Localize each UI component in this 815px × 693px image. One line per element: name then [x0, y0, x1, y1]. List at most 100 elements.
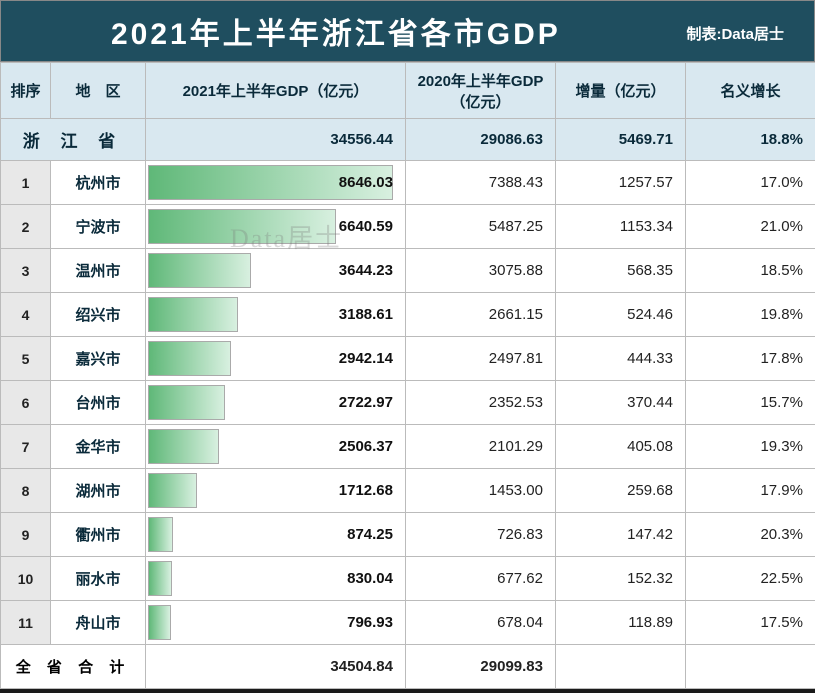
table-row: 10丽水市830.04677.62152.3222.5% [1, 557, 815, 601]
province-gdp20: 29086.63 [406, 119, 556, 161]
gdp-bar [148, 209, 336, 244]
growth-cell: 17.8% [686, 337, 815, 381]
total-label: 全 省 合 计 [1, 645, 146, 689]
gdp20-cell: 2497.81 [406, 337, 556, 381]
inc-cell: 444.33 [556, 337, 686, 381]
gdp20-cell: 2101.29 [406, 425, 556, 469]
gdp21-bar-cell: 874.25 [146, 513, 406, 557]
gdp21-bar-cell: 2942.14 [146, 337, 406, 381]
table-row: 2宁波市 6640.59 5487.251153.3421.0% [1, 205, 815, 249]
gdp-table-container: 2021年上半年浙江省各市GDP 制表:Data居士 Data居士 排序 地 区… [0, 0, 815, 646]
gdp-table: 排序 地 区 2021年上半年GDP（亿元） 2020年上半年GDP（亿元） 增… [0, 62, 815, 689]
total-gdp20: 29099.83 [406, 645, 556, 689]
gdp-bar [148, 429, 219, 464]
credit-label: 制表:Data居士 [686, 23, 784, 44]
gdp21-value: 3644.23 [339, 262, 393, 279]
header-growth: 名义增长 [686, 63, 815, 119]
province-gdp21: 34556.44 [146, 119, 406, 161]
gdp-bar [148, 473, 197, 508]
page-title: 2021年上半年浙江省各市GDP [111, 9, 561, 53]
table-row: 8湖州市 1712.68 1453.00259.6817.9% [1, 469, 815, 513]
gdp21-value: 1712.68 [339, 482, 393, 499]
inc-cell: 152.32 [556, 557, 686, 601]
gdp-bar [148, 561, 172, 596]
gdp21-bar-cell: 796.93 [146, 601, 406, 645]
gdp20-cell: 678.04 [406, 601, 556, 645]
region-cell: 杭州市 [51, 161, 146, 205]
growth-cell: 17.9% [686, 469, 815, 513]
gdp21-bar-cell: 3644.23 [146, 249, 406, 293]
rank-cell: 1 [1, 161, 51, 205]
region-cell: 嘉兴市 [51, 337, 146, 381]
region-cell: 丽水市 [51, 557, 146, 601]
region-cell: 衢州市 [51, 513, 146, 557]
region-cell: 湖州市 [51, 469, 146, 513]
gdp21-bar-cell: 2722.97 [146, 381, 406, 425]
table-row: 6台州市2722.972352.53370.4415.7% [1, 381, 815, 425]
gdp21-bar-cell: 2506.37 [146, 425, 406, 469]
region-cell: 宁波市 [51, 205, 146, 249]
region-cell: 绍兴市 [51, 293, 146, 337]
province-row: 浙 江 省 34556.44 29086.63 5469.71 18.8% [1, 119, 815, 161]
gdp20-cell: 726.83 [406, 513, 556, 557]
gdp-bar [148, 297, 238, 332]
header-row: 排序 地 区 2021年上半年GDP（亿元） 2020年上半年GDP（亿元） 增… [1, 63, 815, 119]
total-row: 全 省 合 计34504.8429099.83 [1, 645, 815, 689]
growth-cell: 17.5% [686, 601, 815, 645]
table-row: 9衢州市874.25726.83147.4220.3% [1, 513, 815, 557]
gdp21-value: 874.25 [347, 526, 393, 543]
gdp-bar [148, 385, 225, 420]
growth-cell: 20.3% [686, 513, 815, 557]
gdp-bar [148, 341, 231, 376]
gdp-bar [148, 605, 171, 640]
total-gdp21: 34504.84 [146, 645, 406, 689]
gdp21-value: 2506.37 [339, 438, 393, 455]
rank-cell: 10 [1, 557, 51, 601]
region-cell: 金华市 [51, 425, 146, 469]
rank-cell: 8 [1, 469, 51, 513]
gdp21-value: 8646.03 [339, 174, 393, 191]
region-cell: 温州市 [51, 249, 146, 293]
gdp21-value: 6640.59 [339, 218, 393, 235]
rank-cell: 7 [1, 425, 51, 469]
rank-cell: 11 [1, 601, 51, 645]
growth-cell: 21.0% [686, 205, 815, 249]
gdp20-cell: 677.62 [406, 557, 556, 601]
growth-cell: 22.5% [686, 557, 815, 601]
header-gdp20: 2020年上半年GDP（亿元） [406, 63, 556, 119]
inc-cell: 524.46 [556, 293, 686, 337]
province-growth: 18.8% [686, 119, 815, 161]
gdp21-bar-cell: 3188.61 [146, 293, 406, 337]
growth-cell: 19.3% [686, 425, 815, 469]
growth-cell: 18.5% [686, 249, 815, 293]
inc-cell: 1257.57 [556, 161, 686, 205]
gdp21-bar-cell: 1712.68 [146, 469, 406, 513]
rank-cell: 5 [1, 337, 51, 381]
gdp21-bar-cell: 830.04 [146, 557, 406, 601]
gdp21-bar-cell: 8646.03 [146, 161, 406, 205]
total-empty2 [686, 645, 815, 689]
growth-cell: 17.0% [686, 161, 815, 205]
table-row: 11舟山市796.93678.04118.8917.5% [1, 601, 815, 645]
province-name: 浙 江 省 [1, 119, 146, 161]
gdp21-value: 2942.14 [339, 350, 393, 367]
gdp21-value: 796.93 [347, 614, 393, 631]
gdp20-cell: 5487.25 [406, 205, 556, 249]
title-bar: 2021年上半年浙江省各市GDP 制表:Data居士 [0, 0, 815, 62]
header-gdp21: 2021年上半年GDP（亿元） [146, 63, 406, 119]
gdp21-value: 3188.61 [339, 306, 393, 323]
header-inc: 增量（亿元） [556, 63, 686, 119]
gdp20-cell: 1453.00 [406, 469, 556, 513]
inc-cell: 1153.34 [556, 205, 686, 249]
gdp21-value: 2722.97 [339, 394, 393, 411]
gdp20-cell: 2661.15 [406, 293, 556, 337]
inc-cell: 259.68 [556, 469, 686, 513]
rank-cell: 6 [1, 381, 51, 425]
inc-cell: 405.08 [556, 425, 686, 469]
inc-cell: 118.89 [556, 601, 686, 645]
header-region: 地 区 [51, 63, 146, 119]
gdp20-cell: 2352.53 [406, 381, 556, 425]
region-cell: 台州市 [51, 381, 146, 425]
gdp-bar [148, 253, 251, 288]
rank-cell: 2 [1, 205, 51, 249]
